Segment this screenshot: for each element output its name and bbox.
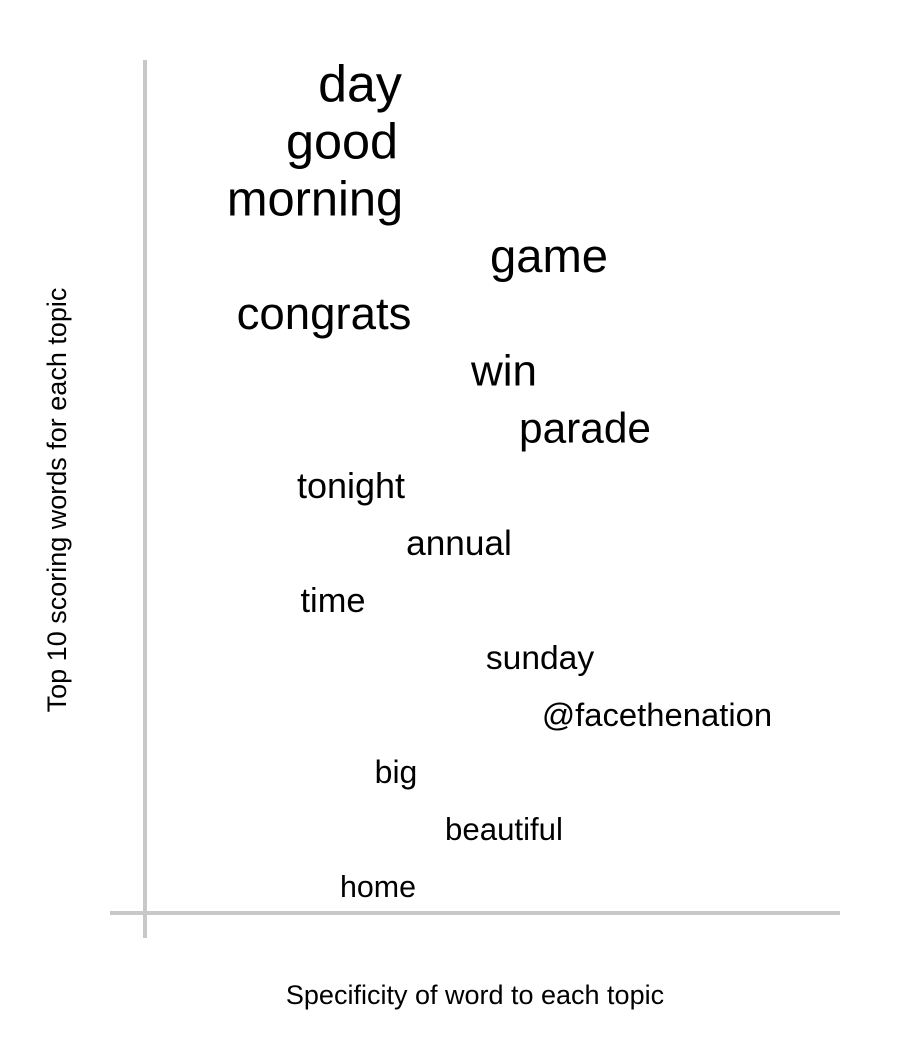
y-axis-label: Top 10 scoring words for each topic	[42, 288, 72, 713]
word-tonight: tonight	[297, 465, 405, 506]
word-facethenation: @facethenation	[542, 696, 772, 733]
word-beautiful: beautiful	[445, 812, 563, 847]
word-big: big	[375, 754, 418, 790]
word-congrats: congrats	[237, 288, 412, 339]
word-time: time	[301, 582, 366, 620]
x-axis-label: Specificity of word to each topic	[286, 980, 664, 1010]
word-annual: annual	[406, 524, 512, 563]
word-good: good	[286, 113, 398, 170]
word-sunday: sunday	[486, 640, 594, 677]
word-home: home	[340, 870, 416, 904]
word-day: day	[318, 56, 402, 114]
word-morning: morning	[227, 172, 403, 226]
word-parade: parade	[519, 404, 651, 451]
word-game: game	[490, 230, 608, 283]
word-win: win	[470, 347, 537, 396]
